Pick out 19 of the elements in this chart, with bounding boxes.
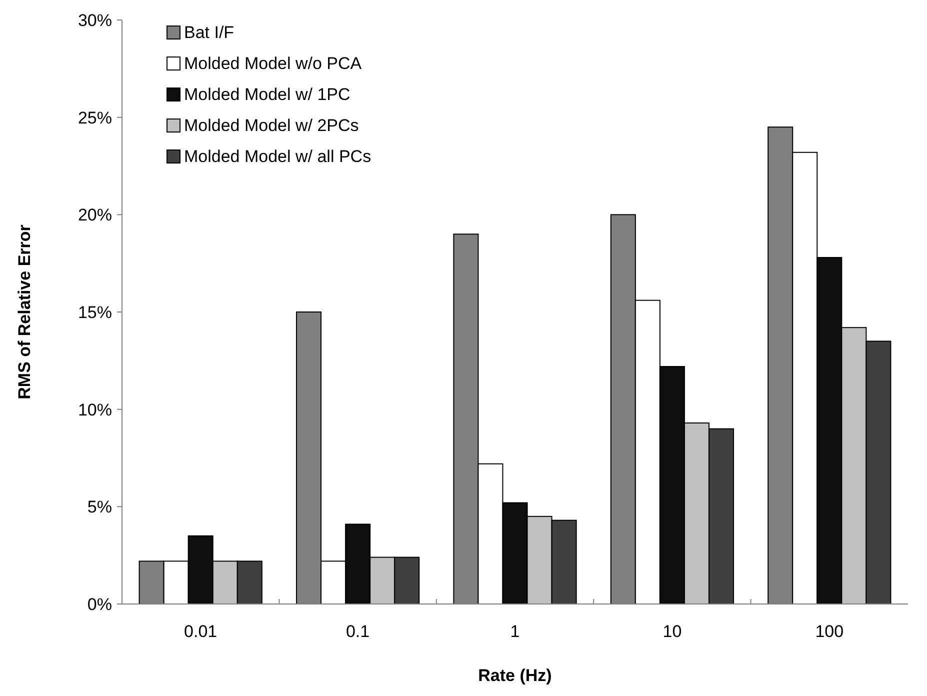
y-tick-label: 15% [78,302,112,322]
y-tick-label: 5% [87,498,112,517]
legend-label: Molded Model w/o PCA [184,54,362,73]
y-tick-label: 25% [78,108,112,128]
x-tick-label: 10 [662,622,682,641]
y-tick-label: 10% [78,400,112,420]
legend-label: Molded Model w/ 1PC [184,84,350,104]
x-tick-label: 1 [510,622,520,641]
x-axis-title: Rate (Hz) [478,666,552,685]
legend-label: Bat I/F [184,22,234,42]
y-tick-label: 0% [87,594,112,614]
x-tick-label: 0.01 [184,622,218,641]
legend-label: Molded Model w/ all PCs [184,146,372,166]
legend-label: Molded Model w/ 2PCs [184,116,359,135]
y-tick-label: 20% [78,206,112,225]
y-axis-title: RMS of Relative Error [15,224,34,400]
x-tick-label: 100 [815,622,844,641]
x-tick-label: 0.1 [346,622,370,641]
y-tick-label: 30% [78,10,112,30]
